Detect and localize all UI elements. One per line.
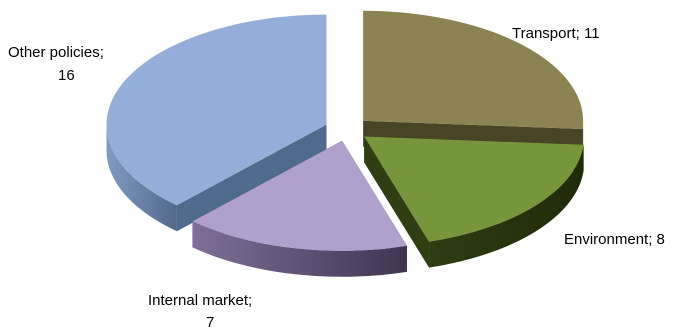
pie-slice-other-policies-wall-0 <box>176 124 327 232</box>
pie-slice-transport-top <box>363 10 584 129</box>
pie-slice-environment-side <box>429 144 584 268</box>
data-label-internal-market-line2: 7 <box>206 314 214 331</box>
data-label-environment: Environment; 8 <box>564 231 665 248</box>
pie-slice-internal-market-side <box>192 221 407 277</box>
pie-slice-environment-top <box>364 136 584 242</box>
data-label-other-policies-line1: Other policies; <box>8 44 104 61</box>
pie-slice-other-policies-top <box>106 14 327 206</box>
data-label-internal-market-line1: Internal market; <box>148 292 252 309</box>
pie-slice-other-policies <box>106 14 327 232</box>
pie-slice-environment <box>364 136 584 268</box>
pie-slice-environment-wall-1 <box>364 136 430 268</box>
data-label-other-policies-line2: 16 <box>58 67 75 84</box>
pie-slice-other-policies-side <box>106 124 177 232</box>
pie-slice-internal-market <box>192 140 407 277</box>
data-label-transport: Transport; 11 <box>512 25 600 42</box>
pie-slice-internal-market-top <box>192 140 407 251</box>
